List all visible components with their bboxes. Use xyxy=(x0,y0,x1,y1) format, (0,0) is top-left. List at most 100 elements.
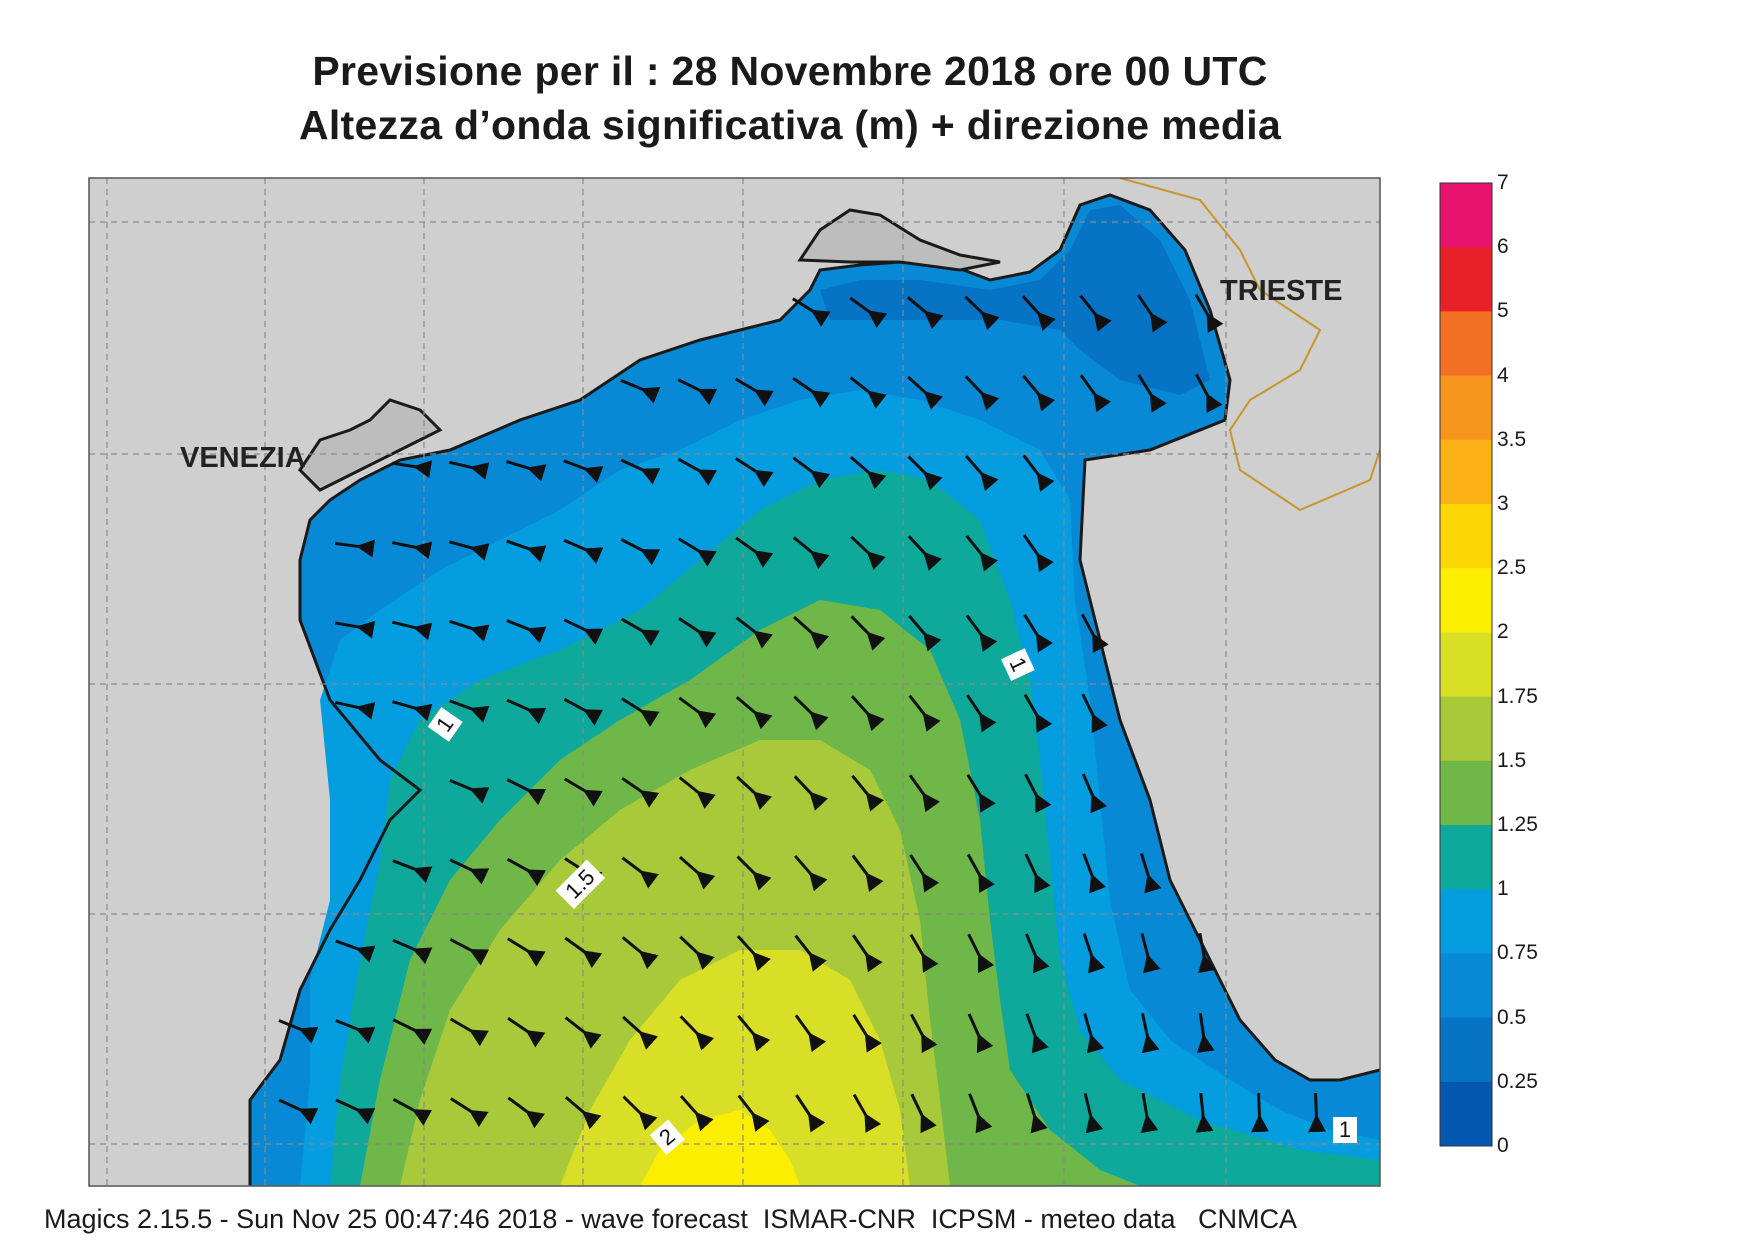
colorbar-tick-label: 7 xyxy=(1497,171,1509,194)
direction-arrow xyxy=(506,937,546,967)
colorbar-swatch xyxy=(1440,1017,1492,1083)
direction-arrow xyxy=(851,854,884,892)
direction-arrow xyxy=(1079,374,1112,413)
direction-arrow xyxy=(391,460,433,479)
direction-arrow xyxy=(564,1096,602,1130)
direction-arrow xyxy=(621,856,659,889)
direction-arrow xyxy=(909,933,939,973)
direction-arrow xyxy=(507,1096,546,1129)
direction-arrow xyxy=(793,695,829,731)
direction-arrow xyxy=(1080,613,1109,654)
direction-arrow xyxy=(506,698,547,725)
direction-arrow xyxy=(792,376,831,408)
direction-arrow xyxy=(335,1019,376,1044)
direction-arrow xyxy=(1023,693,1053,733)
direction-arrow xyxy=(621,776,660,808)
graticule xyxy=(89,178,1380,1186)
direction-arrow xyxy=(677,457,717,486)
direction-arrow xyxy=(564,936,603,969)
direction-arrow xyxy=(335,939,376,963)
direction-arrow xyxy=(621,697,660,727)
direction-arrow xyxy=(849,456,887,490)
direction-arrow xyxy=(1025,933,1050,974)
direction-arrow xyxy=(1022,374,1056,412)
direction-arrow xyxy=(735,616,773,649)
colorbar-tick-label: 1.75 xyxy=(1497,684,1538,708)
direction-arrow xyxy=(620,617,660,647)
direction-arrow xyxy=(966,773,996,813)
direction-arrow xyxy=(793,615,830,650)
direction-arrow xyxy=(620,458,661,485)
direction-arrow xyxy=(795,1094,826,1133)
direction-arrow xyxy=(335,1098,376,1125)
colorbar-swatch xyxy=(1440,632,1492,698)
direction-arrow xyxy=(910,1013,938,1054)
direction-arrow xyxy=(793,775,829,811)
direction-arrow xyxy=(964,295,1000,331)
direction-arrow xyxy=(1198,932,1216,974)
map-frame xyxy=(88,177,1381,1187)
colorbar-tick-label: 5 xyxy=(1497,299,1509,323)
direction-arrow xyxy=(564,1016,602,1049)
direction-arrow xyxy=(449,540,490,561)
direction-arrow xyxy=(1025,1013,1049,1054)
colorbar-swatch xyxy=(1440,247,1492,312)
place-label-trieste: TRIESTE xyxy=(1220,275,1342,307)
direction-arrow xyxy=(1137,374,1167,413)
direction-arrow xyxy=(1195,1092,1214,1133)
direction-arrow xyxy=(506,778,547,806)
direction-arrow xyxy=(1140,1092,1159,1134)
direction-arrow xyxy=(334,700,376,720)
colorbar-tick-label: 6 xyxy=(1497,235,1509,259)
direction-arrow xyxy=(910,1093,937,1134)
colorbar-swatch xyxy=(1440,889,1492,954)
direction-arrow xyxy=(506,857,546,886)
direction-arrow xyxy=(1081,773,1108,814)
direction-arrow xyxy=(794,854,828,892)
contour-label: 1 xyxy=(1339,1117,1351,1142)
direction-arrow xyxy=(849,296,888,329)
footer-credit: Magics 2.15.5 - Sun Nov 25 00:47:46 2018… xyxy=(44,1204,1298,1234)
direction-arrow xyxy=(1137,294,1168,333)
direction-arrow xyxy=(392,859,433,884)
northern-lagoon-outline xyxy=(797,208,1001,272)
direction-arrow xyxy=(852,1093,882,1133)
direction-arrow xyxy=(278,1098,319,1125)
colorbar-swatch xyxy=(1440,183,1492,248)
direction-arrow xyxy=(736,775,772,810)
direction-arrow xyxy=(563,538,604,564)
direction-arrow xyxy=(968,1093,993,1134)
colorbar-tick-label: 2 xyxy=(1497,620,1509,644)
direction-arrow xyxy=(449,778,490,804)
direction-arrow xyxy=(965,614,998,653)
direction-arrow xyxy=(1023,614,1054,653)
direction-arrow xyxy=(677,378,718,406)
direction-arrow xyxy=(334,539,375,558)
colorbar-tick-label: 3 xyxy=(1497,492,1509,515)
chart-subtitle: Altezza d’onda significativa (m) + direz… xyxy=(298,102,1282,148)
direction-arrow xyxy=(1083,1013,1105,1054)
direction-arrow xyxy=(1140,853,1162,894)
map-area xyxy=(89,178,1380,1186)
direction-arrow xyxy=(678,696,717,729)
direction-arrow xyxy=(449,699,490,723)
direction-arrow xyxy=(679,935,715,971)
direction-arrow xyxy=(735,457,774,488)
direction-arrow xyxy=(906,296,944,330)
direction-arrow xyxy=(852,1014,882,1053)
direction-arrow xyxy=(391,620,433,641)
direction-arrow xyxy=(679,1095,714,1132)
direction-arrow xyxy=(1196,1012,1215,1054)
direction-arrow xyxy=(909,854,940,893)
direction-arrow xyxy=(1079,294,1112,332)
direction-arrow xyxy=(851,774,885,812)
direction-arrow xyxy=(450,1097,489,1128)
colorbar-tick-label: 1 xyxy=(1497,877,1509,901)
direction-arrow xyxy=(736,855,772,891)
direction-arrow xyxy=(563,459,604,484)
direction-arrow xyxy=(679,1015,715,1051)
colorbar-tick-label: 1.25 xyxy=(1497,813,1538,836)
direction-arrow xyxy=(908,614,942,652)
direction-arrow xyxy=(1082,853,1107,894)
